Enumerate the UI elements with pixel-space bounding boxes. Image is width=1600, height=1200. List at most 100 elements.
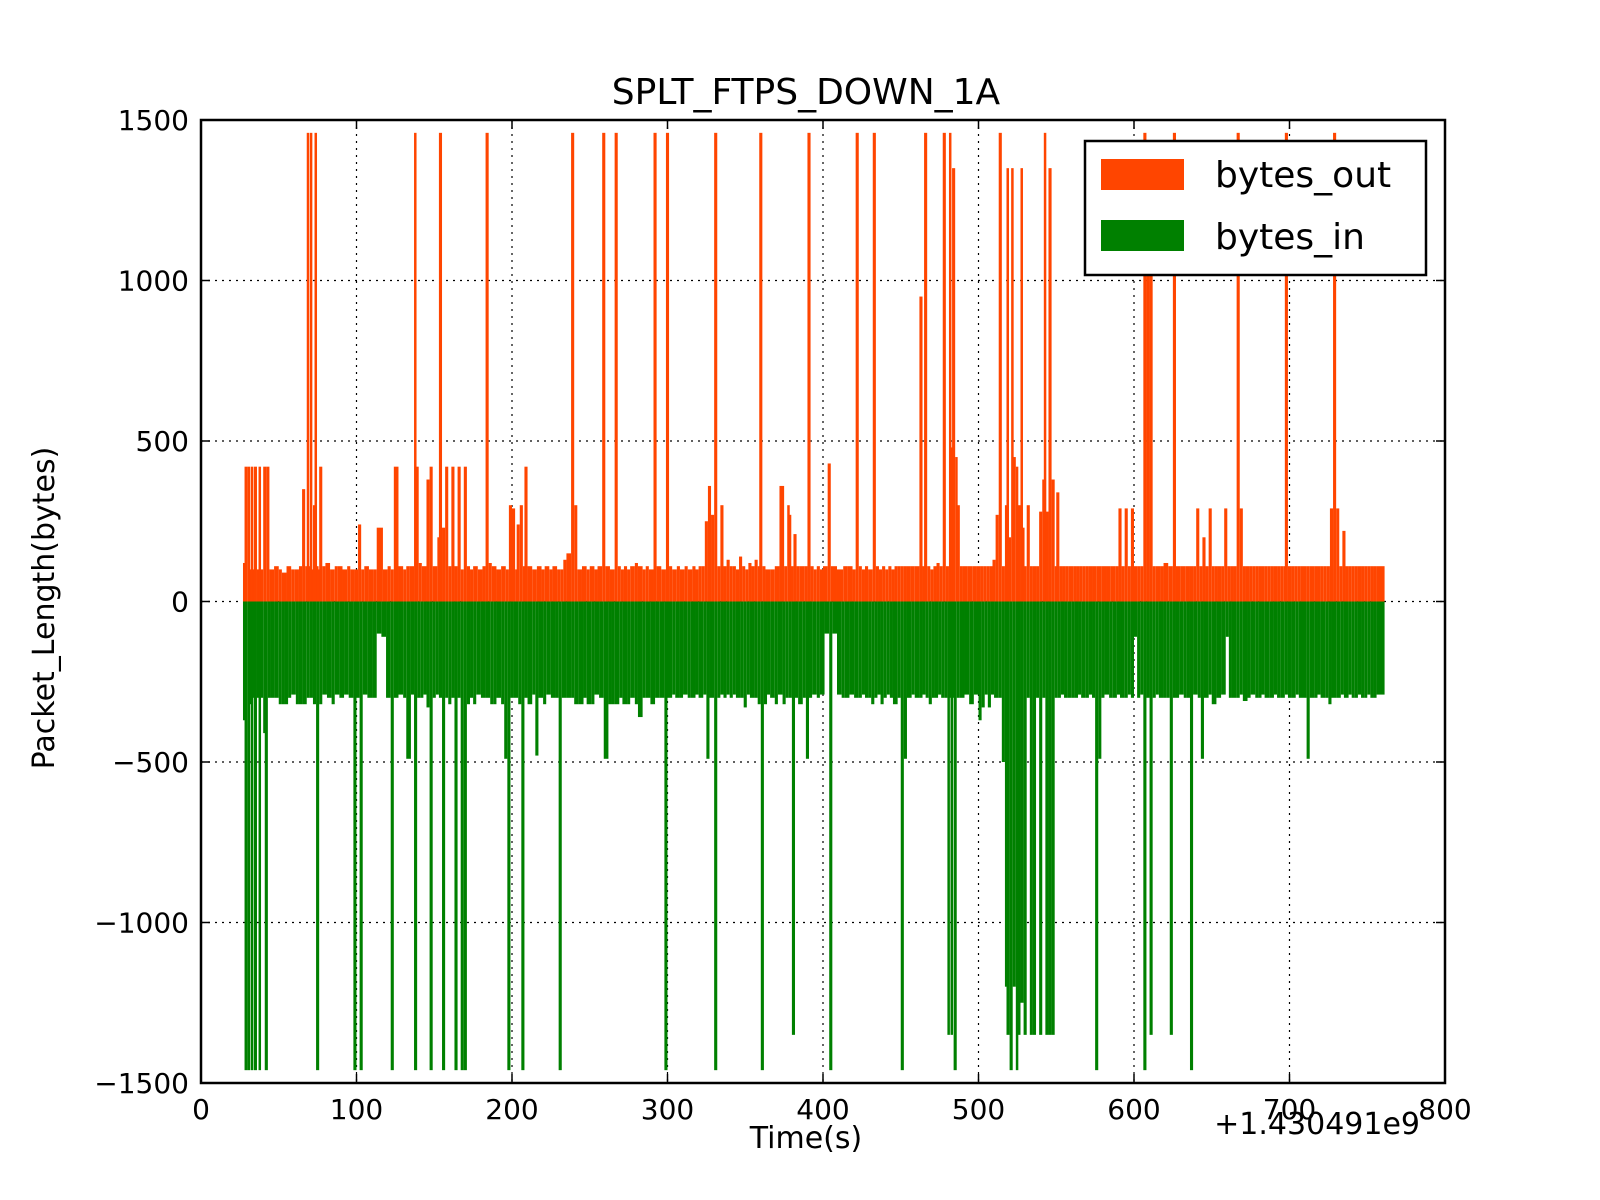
bytes-out-bar [1314,566,1318,602]
bytes-in-bar [788,601,792,698]
bytes-out-bar [256,569,260,602]
bytes-out-bar [745,569,749,602]
bytes-out-bar [732,566,736,602]
bytes-in-bar [777,601,783,695]
bytes-in-bar [490,601,494,705]
bytes-out-bar [382,569,388,602]
x-tick-label: 300 [641,1093,694,1126]
bytes-out-bar [512,508,516,602]
bytes-in-bar [664,601,668,1071]
bytes-out-bar [312,505,316,602]
bytes-out-bar [998,132,1002,602]
bytes-in-bar [928,601,932,705]
bytes-in-bar [1029,601,1033,1035]
bytes-out-bar [574,505,578,602]
bytes-out-bar [1085,566,1089,602]
bytes-out-bar [269,569,275,602]
bytes-in-bar [599,601,604,698]
bytes-in-bar [795,601,799,698]
bytes-out-bar [1245,566,1250,602]
bytes-out-bar [1326,566,1330,602]
bytes-in-bar [1221,601,1226,695]
bytes-in-bar [1078,601,1082,695]
bytes-out-bar [955,457,958,602]
bytes-in-bar [1009,601,1013,1071]
bytes-out-bar [742,566,746,602]
bytes-out-bar [661,569,666,602]
bytes-out-bar [1039,511,1043,602]
bytes-in-bar [906,601,912,698]
bytes-out-bar [878,569,883,602]
bytes-out-bar [855,132,859,602]
bytes-in-bar [871,601,875,705]
bytes-in-bar [1175,601,1180,698]
bytes-in-bar [1045,601,1049,1035]
bytes-in-bar [278,601,282,705]
bytes-out-bar [527,566,533,602]
bytes-out-bar [698,566,702,602]
bytes-in-bar [1228,601,1232,698]
bytes-in-bar [782,601,786,705]
bytes-out-bar [1333,132,1337,602]
bytes-out-bar [1012,457,1016,602]
bytes-out-bar [1082,566,1086,602]
bytes-in-bar [922,601,926,695]
bytes-out-bar [1284,132,1288,602]
bytes-in-bar [645,601,651,698]
bytes-out-bar [470,569,474,602]
bytes-in-bar [454,601,458,1071]
bytes-out-bar [1280,566,1284,602]
bytes-in-bar [1367,601,1371,695]
bytes-out-bar [1032,566,1037,602]
bytes-out-bar [762,566,766,602]
bytes-out-bar [816,566,820,602]
bytes-out-bar [1367,566,1371,602]
bytes-in-bar [672,601,676,695]
bytes-out-bar [519,505,523,602]
bytes-in-bar [586,601,592,705]
bytes-in-bar [367,601,373,698]
bytes-in-bar [510,601,514,698]
bytes-out-bar [1339,566,1343,602]
bytes-out-bar [409,566,415,602]
bytes-out-bar [1309,566,1315,602]
bytes-out-bar [933,566,937,602]
bytes-in-bar [417,601,421,698]
bytes-out-bar [914,566,920,602]
bytes-out-bar [1140,566,1144,602]
bytes-out-bar [286,566,292,602]
bytes-in-bar [714,601,718,1071]
bytes-out-bar [922,566,926,602]
bytes-out-bar [516,524,520,602]
bytes-out-bar [426,479,430,602]
bytes-in-bar [880,601,884,705]
bytes-out-bar [720,505,724,602]
bytes-out-bar [1233,566,1237,602]
bytes-in-bar [877,601,881,695]
bytes-out-bar [242,562,246,602]
bytes-out-bar [1255,566,1259,602]
x-tick-label: 400 [796,1093,849,1126]
bytes-out-bar [986,566,990,602]
x-tick-label: 800 [1418,1093,1471,1126]
bytes-in-bar [947,601,950,1035]
bytes-out-bar [1127,566,1131,602]
bytes-out-bar [804,566,808,602]
bytes-in-bar [717,601,721,698]
bytes-out-bar [552,566,558,602]
bytes-in-bar [1088,601,1093,695]
bytes-out-bar [1180,566,1186,602]
bytes-out-bar [1205,566,1209,602]
bytes-out-bar [488,562,492,602]
bytes-in-bar [258,601,262,1071]
bytes-out-bar [807,132,811,602]
bytes-out-bar [714,132,718,602]
bytes-in-bar [1004,601,1008,987]
bytes-out-bar [819,569,823,602]
bytes-in-bar [1364,601,1368,698]
bytes-in-bar [1303,601,1307,698]
bytes-out-bar [1211,566,1215,602]
bytes-in-bar [281,601,285,705]
bytes-in-bar [763,601,768,705]
